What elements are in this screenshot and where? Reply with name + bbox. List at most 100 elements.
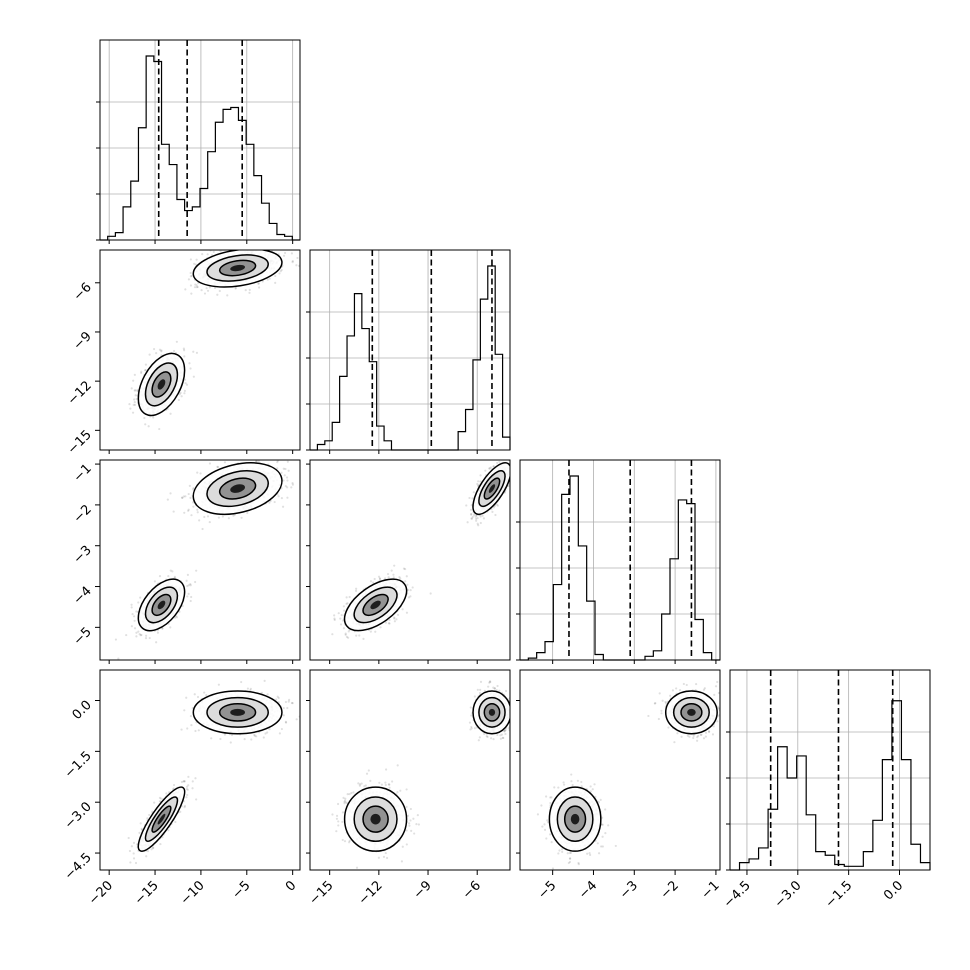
scatter-point bbox=[284, 467, 287, 471]
scatter-point bbox=[216, 465, 219, 468]
scatter-point bbox=[152, 416, 155, 419]
scatter-point bbox=[378, 577, 382, 580]
scatter-point bbox=[407, 596, 411, 599]
scatter-point bbox=[469, 508, 473, 511]
scatter-point bbox=[133, 373, 136, 376]
scatter-point bbox=[179, 810, 182, 813]
scatter-point bbox=[153, 801, 156, 804]
scatter-point bbox=[138, 633, 141, 636]
scatter-point bbox=[188, 362, 191, 365]
scatter-point bbox=[192, 375, 195, 378]
scatter-point bbox=[291, 259, 294, 263]
scatter-point bbox=[340, 613, 343, 617]
scatter-point bbox=[132, 615, 136, 618]
scatter-point bbox=[183, 806, 186, 809]
scatter-point bbox=[387, 576, 390, 579]
scatter-point bbox=[175, 616, 179, 619]
scatter-point bbox=[282, 254, 286, 257]
scatter-point bbox=[137, 601, 140, 604]
scatter-point bbox=[223, 461, 227, 464]
scatter-point bbox=[189, 599, 192, 603]
scatter-point bbox=[182, 780, 186, 783]
scatter-point bbox=[189, 496, 192, 499]
scatter-point bbox=[138, 831, 141, 835]
scatter-point bbox=[402, 567, 406, 570]
scatter-point bbox=[199, 472, 202, 475]
scatter-point bbox=[194, 580, 197, 584]
scatter-point bbox=[248, 291, 251, 294]
scatter-point bbox=[260, 246, 262, 248]
scatter-point bbox=[354, 589, 358, 592]
panel-frame bbox=[309, 249, 511, 451]
scatter-point bbox=[139, 822, 142, 825]
scatter-point bbox=[135, 610, 138, 613]
scatter-point bbox=[257, 282, 260, 285]
scatter-point bbox=[135, 635, 138, 638]
scatter-point bbox=[388, 618, 391, 622]
scatter-point bbox=[411, 586, 414, 589]
scatter-point bbox=[187, 592, 190, 595]
scatter-point bbox=[196, 285, 199, 289]
scatter-point bbox=[155, 641, 158, 644]
scatter-point bbox=[386, 572, 390, 576]
scatter-point bbox=[355, 587, 358, 590]
scatter-point bbox=[488, 467, 491, 470]
scatter-point bbox=[174, 820, 177, 824]
panel-content bbox=[114, 460, 295, 660]
scatter-point bbox=[152, 347, 156, 351]
scatter-point bbox=[169, 412, 172, 415]
panel-content bbox=[331, 458, 516, 640]
scatter-point bbox=[186, 788, 189, 791]
scatter-point bbox=[492, 465, 495, 468]
scatter-point bbox=[216, 465, 220, 469]
scatter-point bbox=[183, 780, 186, 783]
scatter-point bbox=[472, 513, 476, 517]
scatter-point bbox=[512, 466, 514, 468]
scatter-point bbox=[512, 458, 514, 460]
scatter-point bbox=[295, 264, 298, 267]
scatter-point bbox=[514, 474, 516, 476]
scatter-panel-4-1 bbox=[99, 669, 301, 871]
histogram-panel-4 bbox=[726, 669, 931, 871]
scatter-point bbox=[283, 474, 286, 477]
scatter-point bbox=[128, 849, 132, 853]
scatter-point bbox=[291, 261, 294, 264]
scatter-point bbox=[130, 606, 133, 609]
scatter-point bbox=[134, 861, 138, 865]
scatter-point bbox=[369, 630, 372, 633]
scatter-point bbox=[407, 588, 410, 592]
scatter-point bbox=[186, 793, 189, 797]
scatter-point bbox=[284, 484, 287, 488]
scatter-point bbox=[514, 466, 516, 468]
scatter-point bbox=[133, 401, 136, 404]
scatter-point bbox=[475, 519, 478, 522]
scatter-point bbox=[233, 245, 235, 247]
scatter-point bbox=[287, 469, 290, 472]
scatter-panel-3-1 bbox=[99, 459, 301, 661]
scatter-point bbox=[393, 616, 396, 619]
scatter-point bbox=[195, 569, 198, 572]
scatter-point bbox=[491, 510, 494, 513]
scatter-point bbox=[180, 496, 184, 499]
scatter-point bbox=[144, 423, 147, 426]
scatter-point bbox=[405, 611, 409, 614]
histogram-step-line bbox=[100, 55, 300, 241]
scatter-point bbox=[429, 592, 432, 595]
scatter-point bbox=[470, 517, 474, 520]
scatter-point bbox=[189, 583, 192, 586]
scatter-point bbox=[133, 403, 137, 406]
scatter-point bbox=[184, 382, 187, 385]
scatter-point bbox=[181, 496, 184, 499]
scatter-point bbox=[472, 491, 475, 494]
scatter-point bbox=[187, 509, 190, 512]
scatter-point bbox=[180, 780, 184, 784]
scatter-point bbox=[187, 584, 190, 587]
scatter-point bbox=[183, 804, 187, 808]
scatter-point bbox=[183, 392, 186, 395]
scatter-point bbox=[189, 367, 192, 370]
scatter-point bbox=[405, 575, 408, 578]
scatter-point bbox=[286, 479, 289, 482]
scatter-point bbox=[471, 515, 474, 518]
scatter-point bbox=[134, 394, 137, 397]
